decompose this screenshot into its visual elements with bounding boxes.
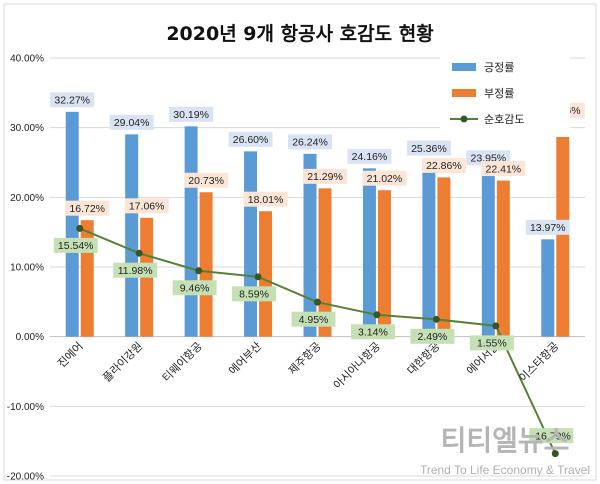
bar-positive — [184, 126, 198, 337]
data-label-net: 9.46% — [180, 283, 210, 295]
watermark-tagline: Trend To Life Economy & Travel — [420, 463, 590, 477]
net-line-point — [314, 298, 321, 306]
y-tick-label: 30.00% — [10, 123, 44, 134]
bar-positive — [244, 151, 258, 337]
data-label-positive-box — [169, 106, 214, 122]
net-line-point — [551, 450, 559, 458]
data-label-positive: 32.27% — [54, 95, 90, 107]
data-label-negative: 22.86% — [426, 160, 462, 172]
bar-positive — [125, 134, 139, 337]
bar-positive — [541, 239, 555, 337]
data-label-positive-box — [228, 131, 273, 147]
data-label-positive-box — [288, 134, 332, 150]
y-tick-label: -20.00% — [7, 472, 44, 483]
bar-negative — [437, 177, 451, 337]
y-tick-label: 20.00% — [10, 193, 44, 204]
data-label-positive-box — [525, 219, 570, 235]
net-line-point — [492, 322, 500, 330]
data-label-net-box — [410, 328, 455, 344]
data-label-positive-box — [406, 140, 451, 156]
data-label-net: 11.98% — [118, 265, 153, 277]
data-label-positive: 26.60% — [233, 134, 269, 146]
legend-swatch-net-marker — [460, 115, 468, 123]
data-label-negative: 16.72% — [69, 203, 105, 215]
bar-negative — [496, 180, 510, 337]
data-label-negative-box — [65, 200, 110, 216]
bar-positive — [481, 169, 495, 337]
watermark: 티티엘뉴스 Trend To Life Economy & Travel — [420, 424, 590, 477]
data-label-negative-box — [303, 168, 347, 184]
data-label-positive: 25.36% — [411, 143, 447, 155]
data-label-net: -16.79% — [532, 430, 571, 442]
data-label-positive: 26.24% — [292, 137, 328, 149]
data-label-net: 3.14% — [358, 327, 388, 339]
data-label-negative-box — [421, 157, 466, 173]
y-tick-label: 40.00% — [10, 54, 44, 65]
data-label-net: 15.54% — [58, 240, 94, 252]
legend-swatch-positive — [452, 63, 476, 71]
net-line-point — [432, 315, 440, 323]
bar-positive — [65, 111, 79, 337]
data-label-positive-box — [109, 114, 154, 130]
data-label-negative: 21.29% — [307, 171, 343, 183]
net-line-point — [195, 267, 203, 275]
data-label-negative: 17.06% — [129, 201, 165, 213]
legend-label-positive: 긍정률 — [484, 61, 514, 74]
data-label-negative-box — [184, 172, 229, 188]
bar-negative — [318, 188, 332, 337]
data-label-negative-box — [362, 170, 407, 186]
data-label-positive: 24.16% — [352, 151, 388, 163]
data-label-negative: 21.02% — [367, 173, 403, 185]
bar-negative — [80, 220, 94, 337]
net-line-point — [76, 224, 84, 232]
data-label-net-box — [172, 280, 217, 296]
net-line-point — [254, 273, 262, 281]
net-line-point — [135, 249, 143, 257]
data-label-net: 8.59% — [239, 289, 269, 301]
legend-label-net: 순호감도 — [484, 113, 524, 126]
data-label-positive: 13.97% — [530, 222, 566, 234]
net-line-point — [373, 311, 381, 319]
data-label-net-box — [529, 428, 574, 444]
data-label-net-box — [291, 311, 336, 327]
data-label-negative: 20.73% — [188, 175, 224, 187]
data-label-positive-box — [50, 92, 95, 108]
chart-title: 2020년 9개 항공사 호감도 현황 — [166, 22, 434, 45]
y-tick-label: 0.00% — [16, 332, 44, 343]
bar-negative — [377, 190, 391, 337]
data-label-positive: 30.19% — [173, 109, 209, 121]
data-label-net: 4.95% — [299, 314, 329, 326]
chart-border — [3, 3, 597, 481]
data-label-negative: 18.01% — [248, 194, 284, 206]
data-label-positive-box — [347, 148, 392, 164]
data-label-net-box — [232, 286, 277, 302]
data-label-net-box — [53, 237, 98, 253]
data-label-net-box — [469, 335, 514, 351]
data-label-net-box — [113, 262, 158, 278]
bar-negative — [259, 211, 273, 337]
bar-positive — [362, 168, 376, 337]
bar-positive — [422, 159, 436, 337]
y-tick-label: -10.00% — [7, 402, 44, 413]
legend-label-negative: 부정률 — [484, 87, 514, 100]
legend-swatch-negative — [452, 89, 476, 97]
data-label-negative-box — [124, 198, 169, 214]
data-label-net: 2.49% — [417, 331, 447, 343]
data-label-negative-box — [481, 161, 526, 177]
data-label-net: 1.55% — [477, 338, 507, 350]
y-tick-label: 10.00% — [10, 263, 44, 274]
bar-positive — [303, 153, 317, 337]
data-label-negative-box — [243, 191, 288, 207]
data-label-positive: 29.04% — [114, 117, 150, 129]
net-line — [76, 224, 559, 458]
data-label-negative: 22.41% — [486, 163, 522, 175]
bar-negative — [199, 192, 213, 337]
watermark-brand: 티티엘뉴스 — [441, 424, 570, 457]
data-label-net-box — [350, 324, 395, 340]
